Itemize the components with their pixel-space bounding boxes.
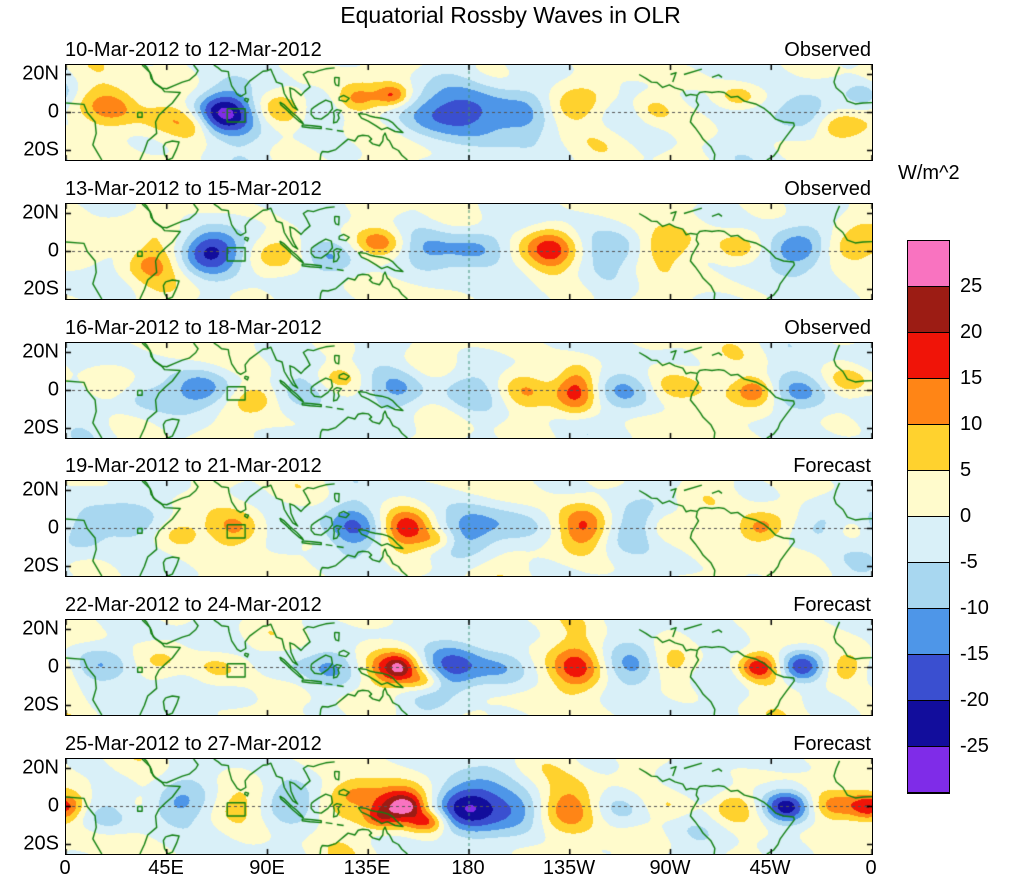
x-tick-label: 135W [542, 857, 596, 879]
colorbar-tick-label: -20 [960, 689, 989, 711]
colorbar-cell [908, 655, 949, 701]
x-tick-label: 0 [865, 857, 877, 879]
y-tick-label: 20S [23, 138, 59, 161]
panel-date-range: 13-Mar-2012 to 15-Mar-2012 [65, 178, 322, 200]
y-tick-label: 20S [23, 277, 59, 300]
map-panel-3: 16-Mar-2012 to 18-Mar-2012 Observed 20N … [22, 316, 873, 439]
y-tick-label: 0 [47, 239, 59, 262]
map-canvas-1 [65, 64, 873, 161]
y-tick-label: 0 [47, 655, 59, 678]
colorbar-cell [908, 563, 949, 609]
map-canvas-4 [65, 480, 873, 577]
panel-header: 22-Mar-2012 to 24-Mar-2012 Forecast [65, 593, 871, 617]
colorbar-tick-label: 15 [960, 367, 983, 389]
colorbar-cell [908, 287, 949, 333]
panel-date-range: 19-Mar-2012 to 21-Mar-2012 [65, 455, 322, 477]
y-tick-label: 20N [22, 62, 59, 85]
panel-header: 10-Mar-2012 to 12-Mar-2012 Observed [65, 38, 871, 62]
y-tick-label: 0 [47, 516, 59, 539]
x-tick-label: 180 [451, 857, 485, 879]
panel-source-label: Forecast [793, 733, 871, 755]
figure-title: Equatorial Rossby Waves in OLR [340, 2, 681, 28]
y-tick-label: 20S [23, 554, 59, 577]
colorbar-cell [908, 701, 949, 747]
colorbar-tick-label: 5 [960, 459, 972, 481]
x-tick-label: 0 [59, 857, 71, 879]
colorbar-tick-label: -15 [960, 643, 989, 665]
colorbar: 25 20 15 10 5 0 -5 -10 -15 -20 -25 [907, 240, 989, 794]
map-canvas-3 [65, 342, 873, 439]
x-tick-label: 45E [148, 857, 184, 879]
colorbar-tick-label: -5 [960, 551, 978, 573]
colorbar-cell [908, 517, 949, 563]
y-tick-label: 0 [47, 378, 59, 401]
panel-header: 16-Mar-2012 to 18-Mar-2012 Observed [65, 316, 871, 340]
x-tick-label: 90E [249, 857, 285, 879]
colorbar-cell [908, 241, 949, 287]
colorbar-cell [908, 425, 949, 471]
panel-source-label: Observed [784, 39, 871, 61]
panel-date-range: 22-Mar-2012 to 24-Mar-2012 [65, 594, 322, 616]
x-tick-label: 45W [749, 857, 791, 879]
y-tick-label: 20N [22, 201, 59, 224]
colorbar-cell [908, 747, 949, 793]
map-panel-4: 19-Mar-2012 to 21-Mar-2012 Forecast 20N … [22, 454, 873, 577]
y-tick-label: 20N [22, 617, 59, 640]
x-tick-label: 90W [649, 857, 691, 879]
colorbar-cell [908, 379, 949, 425]
colorbar-tick-label: -10 [960, 597, 989, 619]
map-panel-2: 13-Mar-2012 to 15-Mar-2012 Observed 20N … [22, 177, 873, 300]
panel-header: 13-Mar-2012 to 15-Mar-2012 Observed [65, 177, 871, 201]
colorbar-cell [908, 471, 949, 517]
map-canvas-5 [65, 619, 873, 716]
x-axis: 0 45E 90E 135E 180 135W 90W 45W 0 [59, 857, 876, 883]
panel-header: 25-Mar-2012 to 27-Mar-2012 Forecast [65, 732, 871, 756]
panel-source-label: Forecast [793, 455, 871, 477]
y-tick-label: 20N [22, 756, 59, 779]
colorbar-tick-label: 20 [960, 321, 983, 343]
panel-source-label: Observed [784, 317, 871, 339]
panel-date-range: 16-Mar-2012 to 18-Mar-2012 [65, 317, 322, 339]
map-canvas-6 [65, 758, 873, 855]
y-tick-label: 0 [47, 100, 59, 123]
map-panel-1: 10-Mar-2012 to 12-Mar-2012 Observed 20N … [22, 38, 873, 161]
colorbar-units-label: W/m^2 [898, 162, 960, 184]
panel-source-label: Forecast [793, 594, 871, 616]
panel-header: 19-Mar-2012 to 21-Mar-2012 Forecast [65, 454, 871, 478]
y-tick-label: 20N [22, 340, 59, 363]
panel-date-range: 10-Mar-2012 to 12-Mar-2012 [65, 39, 322, 61]
y-tick-label: 0 [47, 794, 59, 817]
y-tick-label: 20S [23, 693, 59, 716]
panel-date-range: 25-Mar-2012 to 27-Mar-2012 [65, 733, 322, 755]
y-tick-label: 20N [22, 478, 59, 501]
map-canvas-2 [65, 203, 873, 300]
map-panel-5: 22-Mar-2012 to 24-Mar-2012 Forecast 20N … [22, 593, 873, 716]
y-tick-label: 20S [23, 416, 59, 439]
colorbar-tick-label: -25 [960, 735, 989, 757]
colorbar-tick-label: 0 [960, 505, 972, 527]
map-panel-6: 25-Mar-2012 to 27-Mar-2012 Forecast 20N … [22, 732, 873, 855]
colorbar-cell [908, 609, 949, 655]
y-tick-label: 20S [23, 832, 59, 855]
colorbar-tick-label: 25 [960, 275, 983, 297]
colorbar-tick-label: 10 [960, 413, 983, 435]
panel-source-label: Observed [784, 178, 871, 200]
x-tick-label: 135E [343, 857, 391, 879]
colorbar-cell [908, 333, 949, 379]
